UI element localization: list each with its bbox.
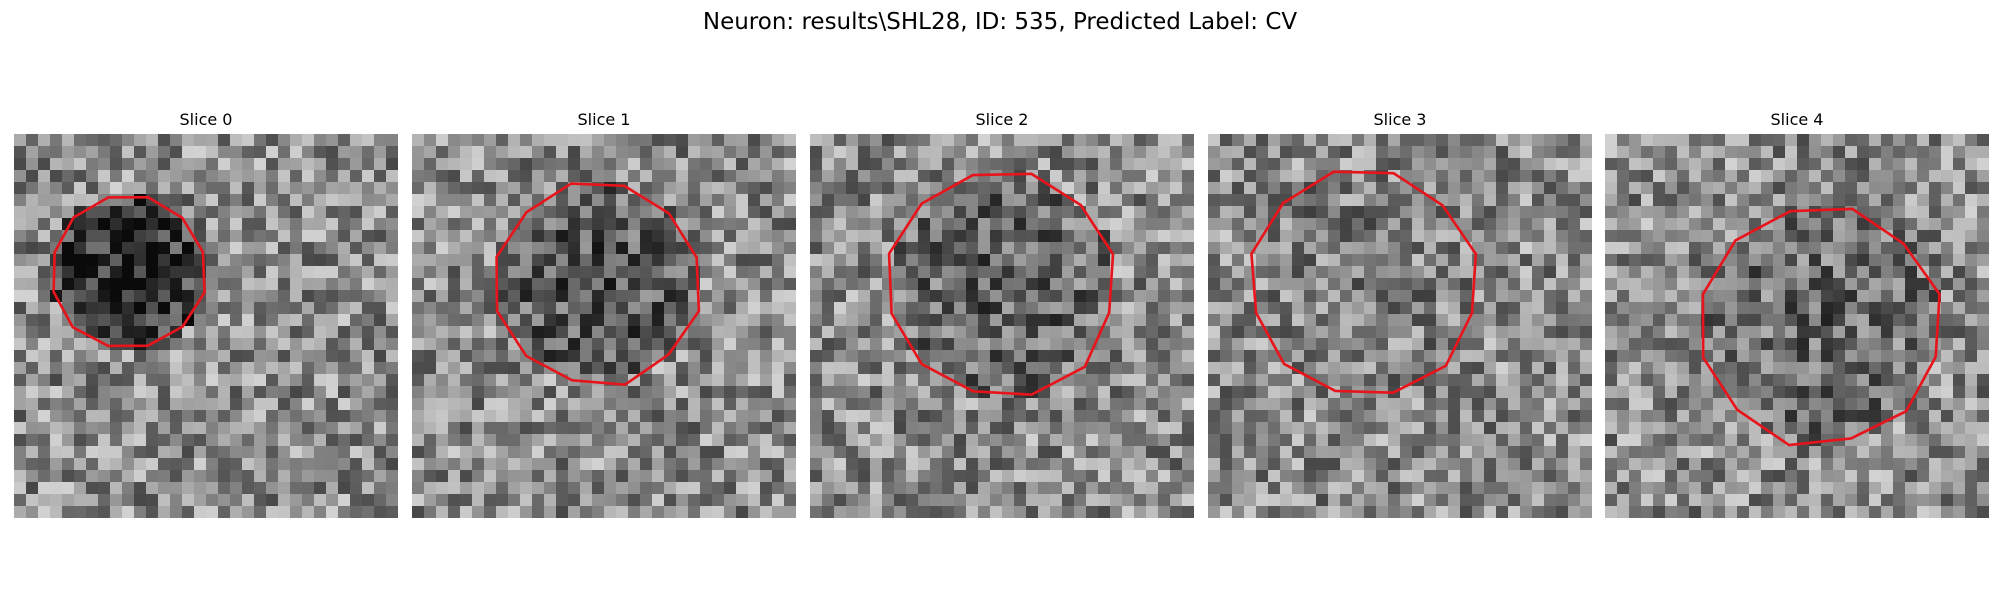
slice-image-3 bbox=[1208, 134, 1592, 518]
pixel-grid bbox=[1605, 134, 1989, 518]
roi-contour bbox=[1701, 207, 1941, 447]
roi-contour bbox=[495, 182, 701, 386]
roi-contour bbox=[52, 195, 206, 348]
slice-title-1: Slice 1 bbox=[577, 110, 631, 129]
slice-image-4 bbox=[1605, 134, 1989, 518]
pixel-grid bbox=[14, 134, 398, 518]
slice-title-0: Slice 0 bbox=[179, 110, 233, 129]
slice-image-0 bbox=[14, 134, 398, 518]
pixel-grid bbox=[1208, 134, 1592, 518]
pixel-grid bbox=[412, 134, 796, 518]
pixel-grid bbox=[810, 134, 1194, 518]
slice-image-1 bbox=[412, 134, 796, 518]
slice-title-3: Slice 3 bbox=[1373, 110, 1427, 129]
figure-title: Neuron: results\SHL28, ID: 535, Predicte… bbox=[702, 9, 1298, 35]
slice-title-4: Slice 4 bbox=[1770, 110, 1824, 129]
roi-contour bbox=[1250, 170, 1478, 395]
slice-title-2: Slice 2 bbox=[975, 110, 1029, 129]
roi-contour bbox=[887, 172, 1115, 396]
slice-image-2 bbox=[810, 134, 1194, 518]
